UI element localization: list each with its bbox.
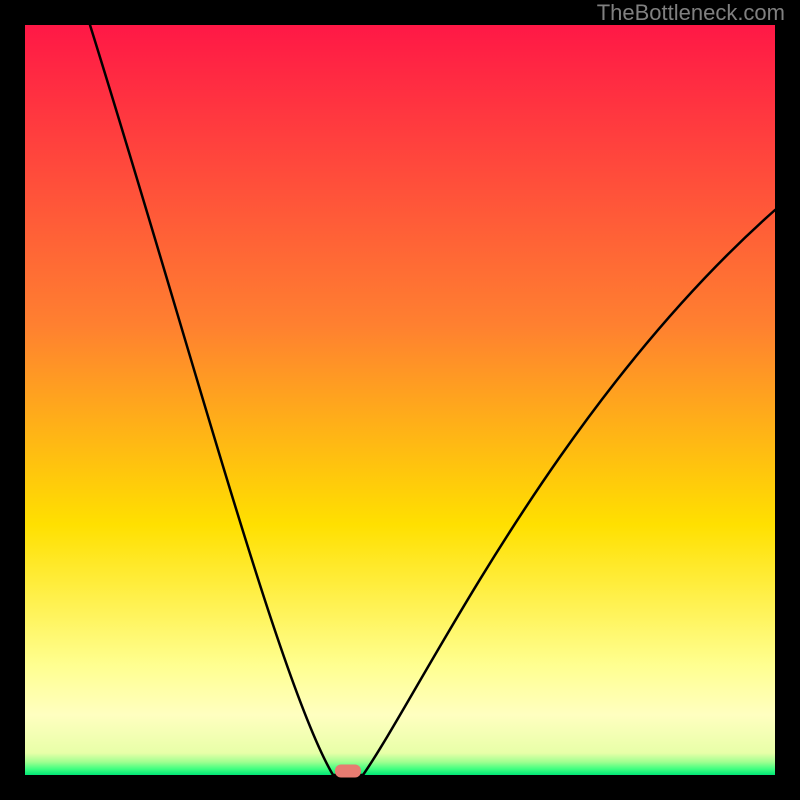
watermark-text: TheBottleneck.com: [597, 0, 785, 25]
plot-area: [25, 25, 775, 778]
gradient-background: [25, 25, 775, 775]
optimum-marker: [335, 765, 361, 778]
